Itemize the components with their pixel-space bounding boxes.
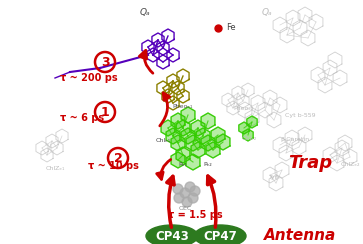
- Polygon shape: [191, 120, 205, 136]
- Circle shape: [173, 184, 183, 194]
- Circle shape: [174, 193, 184, 203]
- Polygon shape: [247, 116, 257, 128]
- Text: τ ~ 200 ps: τ ~ 200 ps: [60, 73, 118, 83]
- Text: Qₐ: Qₐ: [140, 8, 150, 17]
- Text: ChlZₑ₁: ChlZₑ₁: [45, 165, 65, 171]
- Ellipse shape: [194, 225, 246, 244]
- Text: Pheoₑ₁: Pheoₑ₁: [173, 103, 193, 109]
- Polygon shape: [171, 113, 185, 129]
- Polygon shape: [166, 128, 180, 144]
- Polygon shape: [239, 122, 249, 134]
- Circle shape: [185, 182, 195, 192]
- Polygon shape: [161, 120, 175, 136]
- Text: 2: 2: [114, 152, 122, 164]
- Polygon shape: [186, 135, 200, 151]
- Polygon shape: [243, 129, 253, 141]
- Polygon shape: [171, 135, 185, 151]
- Text: OEC: OEC: [178, 205, 192, 211]
- Text: Fe: Fe: [226, 23, 236, 32]
- Polygon shape: [211, 127, 225, 143]
- Polygon shape: [181, 107, 195, 123]
- Text: Pheoₑ₂: Pheoₑ₂: [234, 105, 254, 111]
- Polygon shape: [171, 152, 185, 168]
- Text: Pₑ₂: Pₑ₂: [204, 163, 212, 167]
- Polygon shape: [181, 128, 195, 144]
- Polygon shape: [216, 134, 230, 150]
- Text: 1: 1: [101, 105, 109, 119]
- Text: Tyrₑ: Tyrₑ: [269, 175, 281, 181]
- Text: Trap: Trap: [288, 154, 332, 172]
- Polygon shape: [201, 113, 215, 129]
- Text: CP47: CP47: [203, 230, 237, 243]
- Text: CP43: CP43: [155, 230, 189, 243]
- Polygon shape: [201, 135, 215, 151]
- Polygon shape: [191, 142, 205, 158]
- Polygon shape: [196, 128, 210, 144]
- Polygon shape: [186, 154, 200, 170]
- Circle shape: [180, 188, 190, 198]
- Polygon shape: [176, 120, 190, 136]
- Text: τ ~ 6 ps: τ ~ 6 ps: [60, 113, 104, 123]
- Polygon shape: [206, 142, 220, 158]
- Circle shape: [182, 197, 192, 207]
- Text: Antenna: Antenna: [264, 228, 336, 244]
- Text: τ ~ 10 ps: τ ~ 10 ps: [88, 161, 139, 171]
- Ellipse shape: [146, 225, 198, 244]
- Text: Pₑ₁: Pₑ₁: [179, 163, 187, 167]
- Text: Cyt b-559: Cyt b-559: [285, 112, 315, 118]
- Text: τ = 1.5 ps: τ = 1.5 ps: [168, 210, 222, 220]
- Text: ChlZₑ₂: ChlZₑ₂: [340, 163, 360, 167]
- Polygon shape: [176, 147, 190, 163]
- Text: β-Carotin: β-Carotin: [281, 138, 310, 142]
- Text: 3: 3: [101, 55, 109, 69]
- Text: Chlₑ₂: Chlₑ₂: [241, 135, 257, 141]
- Text: Chlₑ₁: Chlₑ₁: [155, 138, 171, 142]
- Circle shape: [188, 193, 198, 203]
- Circle shape: [190, 186, 200, 196]
- Text: Qₐ: Qₐ: [262, 8, 272, 17]
